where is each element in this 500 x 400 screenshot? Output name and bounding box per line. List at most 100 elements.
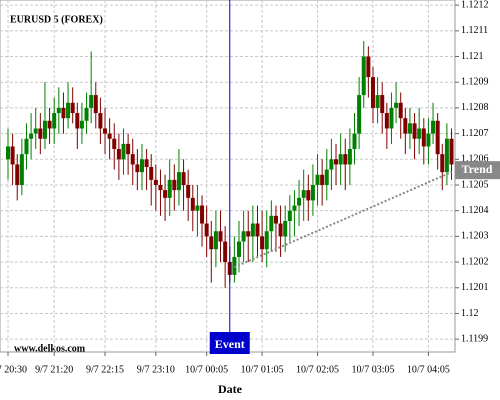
- candle-body: [218, 231, 223, 242]
- candle-body: [116, 149, 121, 160]
- y-tick-label: 1.1212: [461, 0, 489, 10]
- candle-body: [320, 174, 325, 185]
- candle-body: [70, 102, 75, 114]
- candle-body: [426, 133, 431, 147]
- candle-body: [343, 154, 348, 165]
- candle-body: [223, 241, 228, 263]
- candle-body: [421, 128, 426, 147]
- y-tick-label: 1.1207: [461, 128, 489, 139]
- candle-body: [412, 123, 417, 139]
- candle-body: [292, 205, 297, 211]
- candle-body: [107, 133, 112, 139]
- x-tick-label: 10/7 03:05: [351, 364, 394, 375]
- candle-body: [357, 95, 362, 134]
- event-box: [209, 332, 250, 354]
- candle-body: [200, 205, 205, 224]
- y-tick-label: 1.1208: [461, 102, 489, 113]
- candle-body: [112, 138, 117, 150]
- y-tick-label: 1.1205: [461, 179, 489, 190]
- trend-label-box: [455, 161, 500, 180]
- candle-body: [163, 190, 168, 198]
- candle-body: [15, 164, 20, 185]
- candle-body: [98, 113, 103, 129]
- candle-body: [273, 215, 278, 224]
- candle-body: [260, 236, 265, 250]
- candle-body: [167, 179, 172, 198]
- candle-body: [190, 197, 195, 211]
- trend-line: [233, 171, 452, 269]
- candle-body: [403, 118, 408, 134]
- candle-body: [29, 133, 34, 139]
- candle-body: [6, 146, 10, 160]
- candle-body: [209, 236, 214, 250]
- candle-body: [172, 179, 177, 191]
- candle-body: [347, 149, 352, 165]
- x-tick-label: 10/7 00:05: [185, 364, 228, 375]
- candle-body: [394, 102, 399, 108]
- candle-body: [139, 159, 144, 173]
- x-tick-label: 9/7 20:30: [0, 364, 27, 375]
- candle-body: [103, 128, 108, 134]
- candle-body: [310, 184, 315, 201]
- candle-body: [130, 154, 135, 165]
- candle-body: [237, 241, 241, 257]
- candle-body: [149, 167, 154, 180]
- candle-body: [33, 128, 38, 134]
- candle-body: [287, 210, 292, 221]
- plot-area: [0, 0, 456, 353]
- x-tick-label: 10/7 01:05: [241, 364, 284, 375]
- candle-body: [246, 231, 251, 237]
- event-label: Event: [215, 337, 245, 351]
- candle-body: [61, 107, 66, 119]
- candle-body: [375, 95, 380, 108]
- candle-body: [135, 164, 140, 173]
- candle-body: [158, 184, 163, 191]
- candle-body: [121, 143, 126, 160]
- y-tick-label: 1.1204: [461, 205, 489, 216]
- candle-body: [278, 223, 283, 237]
- candle-body: [84, 107, 89, 121]
- candle-body: [301, 190, 306, 198]
- candle-body: [47, 120, 52, 129]
- candle-body: [75, 113, 80, 129]
- candle-body: [269, 215, 274, 232]
- candle-body: [52, 113, 57, 129]
- y-tick-label: 1.1203: [461, 231, 489, 242]
- y-tick-label: 1.1206: [461, 154, 489, 165]
- x-tick-label: 9/7 22:15: [86, 364, 124, 375]
- candle-body: [93, 95, 98, 114]
- candle-body: [24, 138, 29, 155]
- candle-body: [440, 154, 445, 173]
- y-tick-label: 1.121: [461, 51, 484, 62]
- y-tick-label: 1.1199: [461, 333, 488, 344]
- candle-body: [334, 159, 339, 165]
- candle-body: [283, 220, 288, 237]
- candle-body: [56, 107, 61, 114]
- x-tick-label: 9/7 21:20: [35, 364, 73, 375]
- candle-body: [352, 133, 357, 150]
- candle-body: [10, 146, 15, 165]
- candle-body: [297, 197, 302, 206]
- y-tick-label: 1.1211: [461, 25, 488, 36]
- candle-body: [324, 169, 329, 185]
- candle-body: [449, 138, 454, 165]
- candle-body: [264, 231, 269, 250]
- y-tick-label: 1.1201: [461, 282, 489, 293]
- candle-body: [384, 113, 389, 129]
- chart-title: EURUSD 5 (FOREX): [10, 14, 103, 25]
- x-tick-label: 10/7 04:05: [407, 364, 450, 375]
- candle-body: [19, 154, 24, 185]
- candle-body: [42, 120, 47, 139]
- candle-body: [370, 77, 375, 108]
- x-axis-title: Date: [218, 382, 243, 396]
- candle-body: [250, 223, 255, 237]
- candle-body: [186, 184, 191, 198]
- candle-body: [444, 138, 449, 173]
- x-tick-label: 10/7 02:05: [296, 364, 339, 375]
- y-tick-label: 1.12: [461, 308, 479, 319]
- candle-body: [126, 143, 131, 155]
- candle-body: [66, 102, 71, 119]
- candle-body: [366, 56, 371, 78]
- candle-body: [241, 231, 246, 242]
